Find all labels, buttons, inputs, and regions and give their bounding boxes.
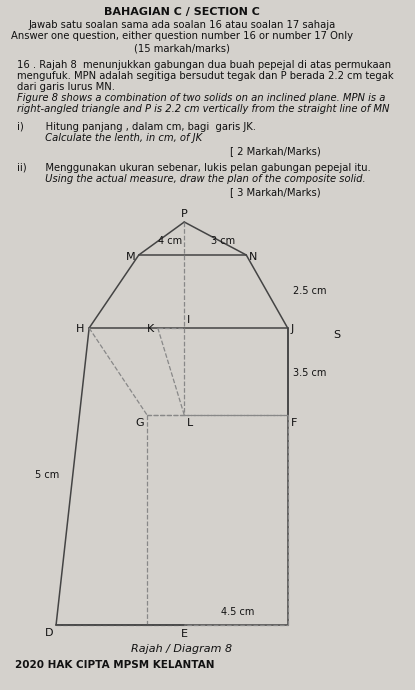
Text: Answer one question, either question number 16 or number 17 Only: Answer one question, either question num… [11,31,353,41]
Text: 2020 HAK CIPTA MPSM KELANTAN: 2020 HAK CIPTA MPSM KELANTAN [15,660,214,670]
Text: mengufuk. MPN adalah segitiga bersudut tegak dan P berada 2.2 cm tegak: mengufuk. MPN adalah segitiga bersudut t… [17,71,394,81]
Text: dari garis lurus MN.: dari garis lurus MN. [17,82,115,92]
Text: G: G [135,418,144,428]
Text: 5 cm: 5 cm [35,470,60,480]
Text: I: I [187,315,190,325]
Text: N: N [249,252,257,262]
Text: M: M [125,252,135,262]
Text: Calculate the lenth, in cm, of JK: Calculate the lenth, in cm, of JK [17,133,203,143]
Text: [ 2 Markah/Marks): [ 2 Markah/Marks) [230,146,321,156]
Text: Jawab satu soalan sama ada soalan 16 atau soalan 17 sahaja: Jawab satu soalan sama ada soalan 16 ata… [28,20,335,30]
Text: 2.5 cm: 2.5 cm [293,286,327,296]
Text: Figure 8 shows a combination of two solids on an inclined plane. MPN is a: Figure 8 shows a combination of two soli… [17,93,386,103]
Text: 4 cm: 4 cm [158,236,182,246]
Text: J: J [291,324,294,334]
Text: L: L [187,418,193,428]
Text: E: E [181,629,188,639]
Text: ii)      Menggunakan ukuran sebenar, lukis pelan gabungan pepejal itu.: ii) Menggunakan ukuran sebenar, lukis pe… [17,163,371,173]
Text: right-angled triangle and P is 2.2 cm vertically from the straight line of MN: right-angled triangle and P is 2.2 cm ve… [17,104,390,114]
Text: [ 3 Markah/Marks): [ 3 Markah/Marks) [230,187,321,197]
Text: F: F [291,418,297,428]
Text: i)       Hitung panjang , dalam cm, bagi  garis JK.: i) Hitung panjang , dalam cm, bagi garis… [17,122,256,132]
Text: H: H [76,324,84,334]
Text: (15 markah/marks): (15 markah/marks) [134,43,230,53]
Text: 16 . Rajah 8  menunjukkan gabungan dua buah pepejal di atas permukaan: 16 . Rajah 8 menunjukkan gabungan dua bu… [17,60,391,70]
Text: S: S [333,330,340,340]
Text: 4.5 cm: 4.5 cm [222,607,255,617]
Text: K: K [147,324,154,334]
Text: P: P [181,209,188,219]
Text: 3 cm: 3 cm [211,236,235,246]
Text: D: D [44,628,53,638]
Text: BAHAGIAN C / SECTION C: BAHAGIAN C / SECTION C [104,7,260,17]
Text: 3.5 cm: 3.5 cm [293,368,327,378]
Text: Using the actual measure, draw the plan of the composite solid.: Using the actual measure, draw the plan … [17,174,366,184]
Text: Rajah / Diagram 8: Rajah / Diagram 8 [131,644,232,654]
